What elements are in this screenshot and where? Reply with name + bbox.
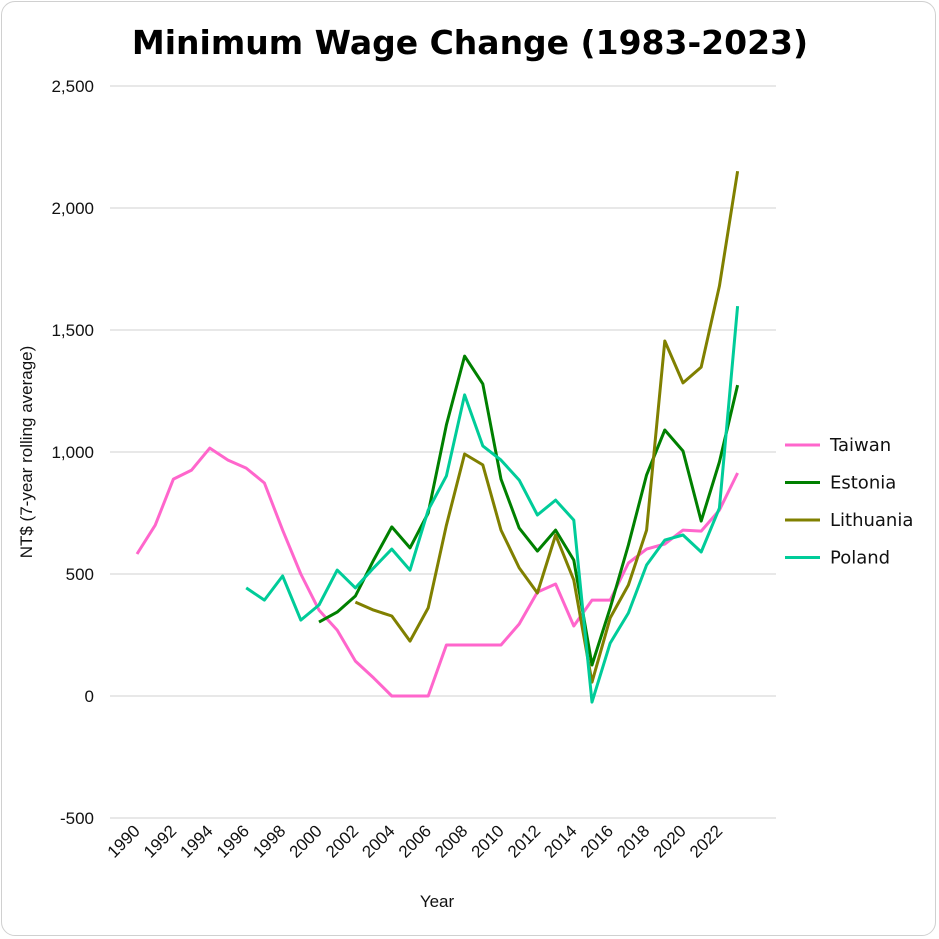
x-tick-label: 2002	[322, 821, 362, 861]
x-tick-label: 1990	[104, 821, 144, 861]
x-tick-label: 2004	[358, 821, 398, 861]
series-line-lithuania	[354, 170, 740, 684]
y-tick-label: 2,500	[51, 77, 94, 96]
legend: Taiwan Estonia Lithuania Poland	[785, 435, 913, 569]
series-line-poland	[245, 305, 740, 704]
y-axis-label: NT$ (7-year rolling average)	[17, 346, 36, 559]
chart-title: Minimum Wage Change (1983-2023)	[132, 23, 808, 62]
y-axis-ticks: -500 0 500 1,000 1,500 2,000 2,500	[51, 77, 94, 828]
x-tick-label: 1994	[176, 821, 216, 861]
legend-label: Taiwan	[829, 435, 891, 456]
x-tick-label: 1996	[213, 821, 253, 861]
x-axis-ticks: 1990199219941996199820002002200420062008…	[104, 821, 727, 861]
x-tick-label: 1998	[249, 821, 289, 861]
x-tick-label: 2008	[431, 821, 471, 861]
y-tick-label: 500	[66, 565, 94, 584]
x-axis-label: Year	[420, 892, 455, 911]
gridlines	[110, 85, 776, 819]
x-tick-label: 2000	[286, 821, 326, 861]
x-tick-label: 2022	[686, 821, 726, 861]
y-tick-label: 1,500	[51, 321, 94, 340]
series-lines	[135, 170, 740, 704]
legend-item-poland[interactable]: Poland	[785, 548, 890, 569]
x-tick-label: 2018	[613, 821, 653, 861]
y-tick-label: 1,000	[51, 443, 94, 462]
x-tick-label: 2012	[504, 821, 544, 861]
x-tick-label: 2006	[395, 821, 435, 861]
x-tick-label: 2016	[577, 821, 617, 861]
legend-item-lithuania[interactable]: Lithuania	[785, 510, 913, 531]
x-tick-label: 1992	[140, 821, 180, 861]
series-line-estonia	[318, 354, 740, 667]
x-tick-label: 2010	[468, 821, 508, 861]
legend-label: Poland	[830, 548, 890, 569]
legend-item-estonia[interactable]: Estonia	[785, 473, 896, 494]
y-tick-label: 2,000	[51, 199, 94, 218]
x-tick-label: 2020	[650, 821, 690, 861]
legend-label: Lithuania	[830, 510, 913, 531]
x-tick-label: 2014	[540, 821, 580, 861]
y-tick-label: 0	[85, 687, 94, 706]
legend-label: Estonia	[830, 473, 896, 494]
y-tick-label: -500	[60, 809, 94, 828]
legend-item-taiwan[interactable]: Taiwan	[785, 435, 891, 456]
